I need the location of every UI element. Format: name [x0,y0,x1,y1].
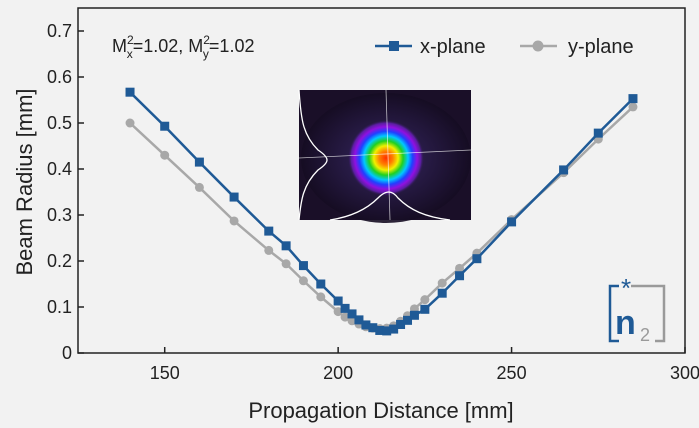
data-point-x-plane [229,192,239,202]
x-tick-label: 150 [150,363,180,383]
data-point-x-plane [354,315,364,325]
y-axis-ticks: 0 0.1 0.2 0.3 0.4 0.5 0.6 0.7 [47,21,84,363]
data-point-y-plane [628,102,638,112]
data-point-x-plane [409,310,419,320]
crosshair-horizontal [298,149,472,159]
m2-value-y: =1.02 [209,36,255,56]
logo-star-icon: * [621,273,631,303]
y-tick-label: 0.6 [47,67,72,87]
y-tick-label: 0 [62,343,72,363]
legend-x-plane-marker [389,41,399,51]
profile-curve-vertical [298,89,328,221]
data-point-y-plane [455,263,465,273]
data-point-y-plane [125,118,135,128]
y-tick-label: 0.5 [47,113,72,133]
data-point-x-plane [593,128,603,138]
data-point-x-plane [264,226,274,236]
data-point-x-plane [382,326,392,336]
logo-subscript: 2 [640,325,650,345]
logo-bracket-left [608,284,619,343]
x-tick-label: 300 [670,363,699,383]
series-x-plane [125,87,638,336]
data-point-y-plane [229,216,239,226]
data-point-y-plane [160,150,170,160]
n2-logo: * n 2 [608,273,666,345]
data-point-x-plane [396,319,406,329]
logo-bracket-right [631,284,666,343]
m2-base-y: M [188,36,203,56]
y-tick-label: 0.2 [47,251,72,271]
m2-base-x: M [112,36,127,56]
data-point-x-plane [281,241,291,251]
data-point-x-plane [507,217,517,227]
data-point-x-plane [403,315,413,325]
data-point-x-plane [316,279,326,289]
m2-value-x: =1.02, [133,36,189,56]
y-tick-label: 0.7 [47,21,72,41]
data-point-y-plane [340,312,350,322]
data-point-x-plane [455,271,465,281]
y-tick-label: 0.3 [47,205,72,225]
data-point-x-plane [437,288,447,298]
data-point-y-plane [281,259,291,269]
data-point-x-plane [347,309,357,319]
data-point-y-plane [437,278,447,288]
x-axis-label: Propagation Distance [mm] [248,398,513,423]
data-point-y-plane [347,316,357,326]
x-tick-label: 250 [497,363,527,383]
data-point-x-plane [333,296,343,306]
data-point-x-plane [160,121,170,131]
profile-curve-horizontal [329,191,451,221]
data-point-x-plane [368,323,378,333]
m2-sub-x: x [127,47,133,61]
x-tick-label: 200 [323,363,353,383]
data-point-x-plane [125,87,135,97]
crosshair-vertical [385,89,391,221]
data-point-y-plane [264,245,274,255]
legend-x-plane-label: x-plane [420,36,486,58]
beam-profile-inset [298,89,472,223]
data-point-x-plane [298,261,308,271]
data-point-x-plane [375,325,385,335]
plot-frame [77,7,686,354]
logo-letter: n [615,304,636,342]
m2-sup-y: 2 [203,33,210,47]
legend: x-plane y-plane [375,36,634,58]
x-axis-ticks: 150 200 250 300 [150,347,699,383]
data-point-y-plane [298,276,308,286]
y-tick-label: 0.4 [47,159,72,179]
m2-sup-x: 2 [127,33,134,47]
data-point-y-plane [420,295,430,305]
data-point-x-plane [559,165,569,175]
legend-y-plane-label: y-plane [568,36,634,58]
y-tick-label: 0.1 [47,297,72,317]
data-point-x-plane [420,304,430,314]
data-point-x-plane [389,324,399,334]
data-point-y-plane [333,307,343,317]
data-point-x-plane [340,303,350,313]
data-point-x-plane [194,157,204,167]
y-axis-label: Beam Radius [mm] [12,88,37,275]
data-point-y-plane [194,182,204,192]
m2-sub-y: y [203,47,209,61]
data-point-x-plane [361,320,371,330]
data-point-y-plane [316,292,326,302]
beam-spot [348,120,424,196]
data-point-x-plane [472,254,482,264]
m2-annotation: M2 x=1.02, M2 y=1.02 [112,33,254,61]
data-point-x-plane [628,94,638,104]
legend-y-plane-marker [532,40,544,52]
